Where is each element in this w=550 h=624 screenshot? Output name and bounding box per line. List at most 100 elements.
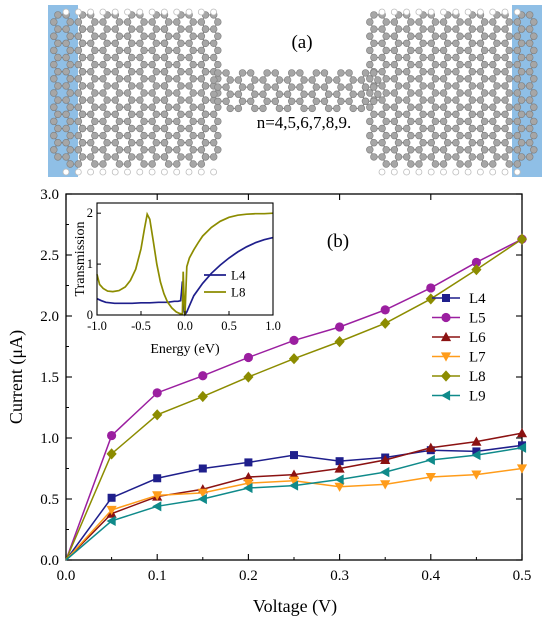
carbon-atom	[407, 18, 415, 26]
inset-axes: -1.0 -0.5 0.0 0.5 1.0 0 1 2	[87, 206, 281, 333]
carbon-atom	[283, 76, 292, 84]
carbon-atom	[197, 103, 206, 111]
carbon-atom	[210, 25, 218, 33]
carbon-atom	[66, 89, 74, 97]
carbon-atom	[370, 110, 378, 119]
carbon-atom	[357, 104, 366, 113]
data-point	[471, 264, 482, 276]
y-tick-label: 1.0	[40, 431, 59, 447]
carbon-atom	[464, 146, 472, 154]
carbon-atom	[480, 146, 489, 154]
carbon-atom	[66, 46, 74, 55]
carbon-atom	[480, 160, 489, 168]
hydrogen-atom	[210, 168, 218, 176]
carbon-atom	[78, 110, 87, 119]
legend: L4 L5 L6 L7 L8 L9	[432, 291, 486, 405]
carbon-atom	[123, 89, 132, 97]
carbon-atom	[456, 89, 464, 97]
carbon-atom	[480, 60, 489, 69]
carbon-atom	[275, 90, 284, 98]
carbon-atom	[530, 89, 538, 97]
carbon-atom	[152, 67, 161, 76]
carbon-atom	[476, 139, 485, 147]
carbon-atom	[407, 146, 415, 154]
carbon-atom	[489, 103, 497, 111]
carbon-atom	[530, 46, 538, 55]
carbon-atom	[210, 39, 218, 47]
carbon-atom	[394, 124, 403, 133]
carbon-atom	[152, 110, 161, 119]
data-point	[106, 505, 117, 516]
carbon-atom	[493, 96, 501, 104]
carbon-atom	[525, 82, 534, 90]
carbon-atom	[103, 53, 111, 62]
carbon-atom	[444, 67, 452, 76]
legend-item-l4: L4	[432, 291, 486, 307]
carbon-atom	[111, 25, 120, 33]
x-tick-label: 0.2	[239, 568, 258, 584]
carbon-atom	[530, 18, 538, 26]
carbon-atom	[415, 18, 423, 26]
carbon-atom	[427, 25, 435, 33]
carbon-atom	[54, 82, 62, 90]
carbon-atom	[189, 75, 197, 83]
series-layer	[65, 233, 528, 561]
carbon-atom	[74, 32, 83, 40]
hydrogen-atom	[136, 8, 144, 16]
carbon-atom	[66, 18, 74, 26]
carbon-atom	[74, 75, 83, 83]
hydrogen-atom	[111, 168, 119, 176]
carbon-atom	[489, 60, 497, 69]
legend-marker	[440, 390, 451, 401]
carbon-atom	[444, 25, 452, 33]
carbon-atom	[78, 53, 87, 62]
carbon-atom	[415, 89, 423, 97]
data-point	[244, 458, 253, 467]
carbon-atom	[160, 53, 169, 62]
carbon-atom	[464, 46, 472, 55]
carbon-atom	[452, 53, 460, 62]
carbon-atom	[296, 97, 304, 106]
hydrogen-atom	[87, 8, 94, 16]
carbon-atom	[288, 97, 296, 106]
carbon-atom	[78, 25, 87, 33]
carbon-atom	[201, 124, 210, 133]
carbon-atom	[54, 153, 62, 161]
carbon-atom	[123, 131, 132, 140]
carbon-atom	[62, 139, 70, 147]
carbon-atom	[480, 75, 489, 83]
carbon-atom	[189, 60, 197, 69]
carbon-atom	[238, 97, 247, 106]
carbon-atom	[234, 76, 243, 84]
carbon-atom	[452, 39, 460, 47]
carbon-atom	[91, 131, 99, 140]
carbon-atom	[324, 90, 333, 98]
carbon-atom	[74, 160, 83, 168]
data-point	[380, 467, 390, 478]
carbon-atom	[74, 117, 83, 126]
carbon-atom	[197, 32, 206, 40]
carbon-atom	[197, 117, 206, 126]
carbon-atom	[234, 90, 243, 98]
carbon-atom	[197, 131, 206, 140]
hydrogen-atom	[124, 168, 131, 176]
carbon-atom	[288, 83, 296, 91]
carbon-atom	[164, 160, 173, 168]
carbon-atom	[173, 103, 181, 111]
carbon-atom	[517, 39, 526, 47]
carbon-atom	[464, 75, 472, 83]
carbon-atom	[525, 110, 534, 119]
inset-x-tick-label: 0.5	[221, 319, 237, 333]
data-point	[197, 488, 208, 498]
carbon-atom	[513, 89, 522, 97]
carbon-atom	[99, 75, 107, 83]
carbon-atom	[403, 153, 411, 161]
hydrogen-atom	[173, 168, 181, 176]
hydrogen-atom	[464, 8, 472, 16]
carbon-atom	[247, 83, 255, 91]
hydrogen-atom	[124, 8, 131, 16]
carbon-atom	[111, 96, 120, 104]
data-point	[152, 409, 163, 421]
ribbon-width-annotation: n=4,5,6,7,8,9.	[257, 113, 352, 132]
